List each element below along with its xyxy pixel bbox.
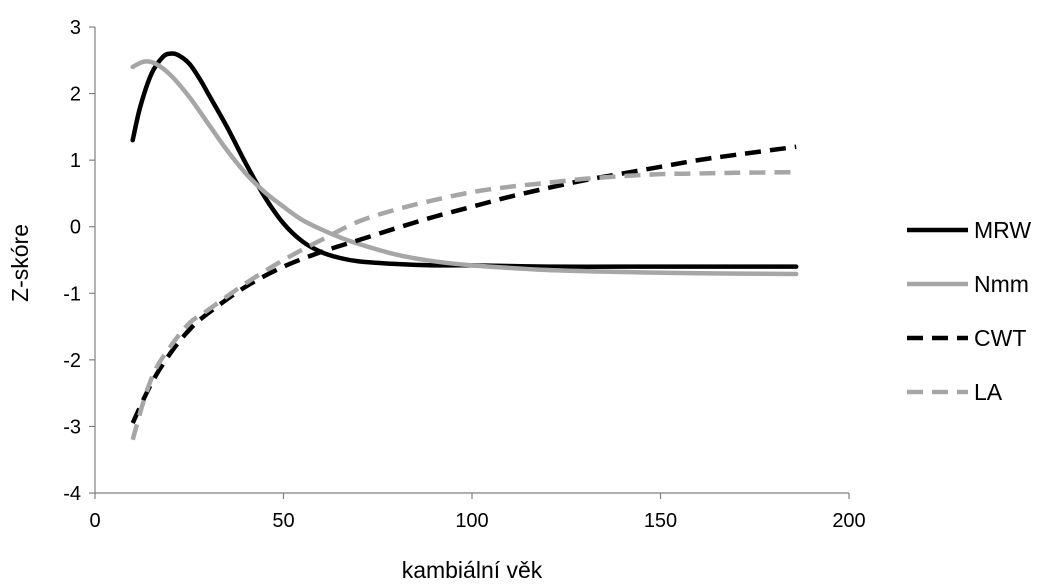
plot-series-group — [130, 51, 799, 441]
y-tick-label: 3 — [70, 17, 81, 39]
legend: MRW Nmm CWT LA — [907, 217, 1031, 405]
legend-label-nmm: Nmm — [974, 271, 1029, 297]
x-tick-label: 200 — [832, 510, 865, 532]
y-tick-label: 1 — [70, 150, 81, 172]
series-line-la — [130, 169, 797, 441]
series-line-cwt — [130, 144, 797, 425]
y-tick-label: 2 — [70, 84, 81, 106]
x-tick-label: 50 — [272, 510, 294, 532]
legend-label-cwt: CWT — [974, 325, 1026, 351]
y-axis-label: Z-skóre — [7, 224, 33, 302]
series-line-nmm — [130, 59, 799, 277]
x-tick-label: 100 — [455, 510, 488, 532]
x-tick-label: 0 — [89, 510, 100, 532]
y-tick-label: -4 — [63, 483, 81, 505]
x-axis-label: kambiální věk — [402, 557, 543, 583]
y-tick-label: 0 — [70, 217, 81, 239]
x-tick-label: 150 — [644, 510, 677, 532]
y-tick-label: -1 — [63, 283, 81, 305]
y-tick-label: -3 — [63, 416, 81, 438]
ticks-group: -4 -3 -2 -1 0 1 2 3 0 50 100 150 200 — [63, 17, 865, 532]
legend-label-mrw: MRW — [974, 217, 1031, 243]
y-tick-label: -2 — [63, 350, 81, 372]
legend-label-la: LA — [974, 379, 1003, 405]
